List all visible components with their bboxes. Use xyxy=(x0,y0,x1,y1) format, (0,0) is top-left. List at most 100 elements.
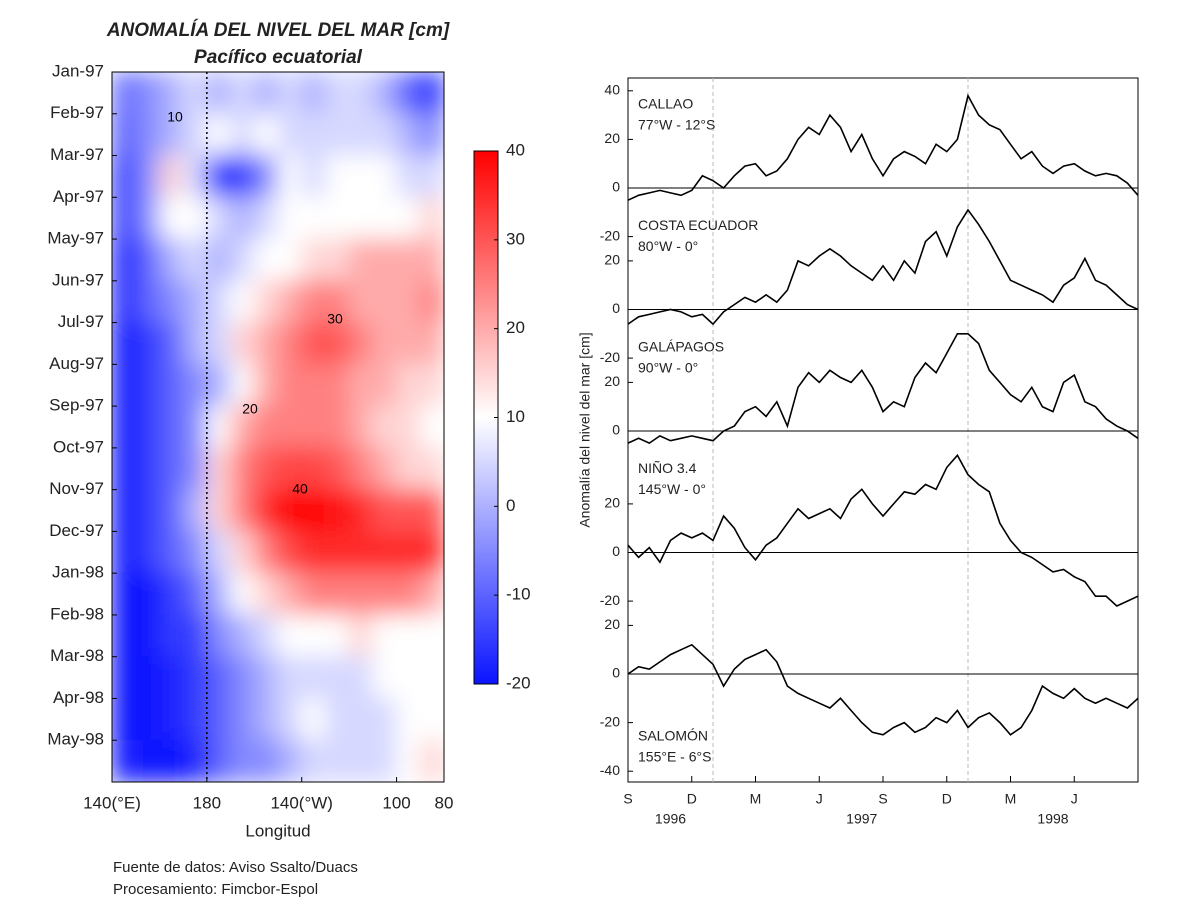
heat-cell xyxy=(419,113,444,157)
heat-cell xyxy=(396,572,421,616)
heat-cell xyxy=(182,196,208,240)
heat-cell xyxy=(348,72,374,115)
y-tick-label: Nov-97 xyxy=(49,479,104,498)
y-tick-label: 20 xyxy=(604,130,620,146)
heat-cell xyxy=(301,530,326,574)
heat-cell xyxy=(135,489,160,532)
series-name: SALOMÓN xyxy=(638,728,708,744)
heat-cell xyxy=(112,697,137,741)
heat-cell xyxy=(324,322,350,365)
heat-cell xyxy=(348,155,374,198)
heat-cell xyxy=(230,405,255,449)
heat-cell xyxy=(182,739,208,782)
heat-cell xyxy=(135,405,160,449)
colorbar-tick-label: 10 xyxy=(506,407,525,426)
heat-cell xyxy=(419,280,444,324)
heat-cell xyxy=(348,530,374,574)
y-tick-label: Aug-97 xyxy=(49,354,104,373)
heat-cell xyxy=(206,572,232,616)
heat-cell xyxy=(158,697,184,741)
heat-cell xyxy=(230,530,255,574)
heat-cell xyxy=(182,322,208,365)
x-tick-label: 100 xyxy=(382,793,410,812)
colorbar-tick-label: 40 xyxy=(506,140,525,159)
heat-cell xyxy=(396,697,421,741)
heat-cell xyxy=(396,739,421,782)
heat-cell xyxy=(396,322,421,365)
heat-cell xyxy=(277,530,303,574)
heat-cell xyxy=(324,447,350,491)
contour-label: 40 xyxy=(292,481,308,497)
y-tick-label: 0 xyxy=(612,179,620,195)
series-location: 155°E - 6°S xyxy=(638,749,711,765)
heat-cell xyxy=(112,489,137,532)
heat-cell xyxy=(301,405,326,449)
heat-cell xyxy=(372,196,398,240)
heat-cell xyxy=(230,656,255,699)
heat-cell xyxy=(230,113,255,157)
heat-cell xyxy=(348,280,374,324)
heat-cell xyxy=(396,196,421,240)
heat-cell xyxy=(277,614,303,658)
heat-cell xyxy=(277,155,303,198)
y-tick-label: 20 xyxy=(604,616,620,632)
y-tick-label: 20 xyxy=(604,252,620,268)
heat-cell xyxy=(230,697,255,741)
heat-cell xyxy=(230,280,255,324)
heat-cell xyxy=(206,72,232,115)
x-axis-label: Longitud xyxy=(245,821,310,840)
x-tick-label: M xyxy=(750,791,762,807)
heat-cell xyxy=(348,614,374,658)
heat-cell xyxy=(348,238,374,282)
tide-panel: Anomalía del nivel del mar [cm] S D M J S D M J… xyxy=(577,77,1139,827)
heat-cell xyxy=(301,155,326,198)
heat-cell xyxy=(372,572,398,616)
heat-cell xyxy=(301,363,326,407)
heat-cell xyxy=(206,614,232,658)
x-tick-label: 80 xyxy=(435,793,454,812)
y-tick-label: Sep-97 xyxy=(49,396,104,415)
footer-note: Fuente de datos: Aviso Ssalto/Duacs xyxy=(113,859,358,876)
series-location: 90°W - 0° xyxy=(638,360,698,376)
colorbar-tick-label: -10 xyxy=(506,585,531,604)
heat-cell xyxy=(372,238,398,282)
heat-cell xyxy=(158,614,184,658)
heat-cell xyxy=(396,447,421,491)
heat-cell xyxy=(206,155,232,198)
plot-frame xyxy=(111,71,445,783)
heat-cell xyxy=(372,322,398,365)
y-tick-label: Jan-97 xyxy=(52,61,104,80)
heat-cell xyxy=(182,530,208,574)
y-tick-label: 0 xyxy=(612,665,620,681)
x-tick-label: S xyxy=(878,791,887,807)
heat-cell xyxy=(158,572,184,616)
colorbar-tick-label: 30 xyxy=(506,229,525,248)
x-tick-label: J xyxy=(816,791,823,807)
heat-cell xyxy=(277,447,303,491)
heat-cell xyxy=(158,363,184,407)
heat-cell xyxy=(253,363,279,407)
heat-cell xyxy=(419,322,444,365)
heat-cell xyxy=(206,530,232,574)
heat-cell xyxy=(277,363,303,407)
heat-cell xyxy=(372,113,398,157)
heat-cell xyxy=(348,447,374,491)
heat-cell xyxy=(158,280,184,324)
x-tick-label: 140(°E) xyxy=(83,793,141,812)
heat-cell xyxy=(396,614,421,658)
x-tick-label: D xyxy=(942,791,952,807)
heat-cell xyxy=(158,447,184,491)
heat-cell xyxy=(396,489,421,532)
heat-cell xyxy=(372,739,398,782)
series-location: 145°W - 0° xyxy=(638,481,706,497)
heat-cell xyxy=(324,238,350,282)
heat-cell xyxy=(112,72,137,115)
heat-cell xyxy=(206,739,232,782)
heat-cell xyxy=(112,614,137,658)
heat-cell xyxy=(158,656,184,699)
heat-cell xyxy=(324,572,350,616)
heat-cell xyxy=(112,113,137,157)
x-tick-label: J xyxy=(1071,791,1078,807)
heat-cell xyxy=(206,363,232,407)
heat-cell xyxy=(253,405,279,449)
